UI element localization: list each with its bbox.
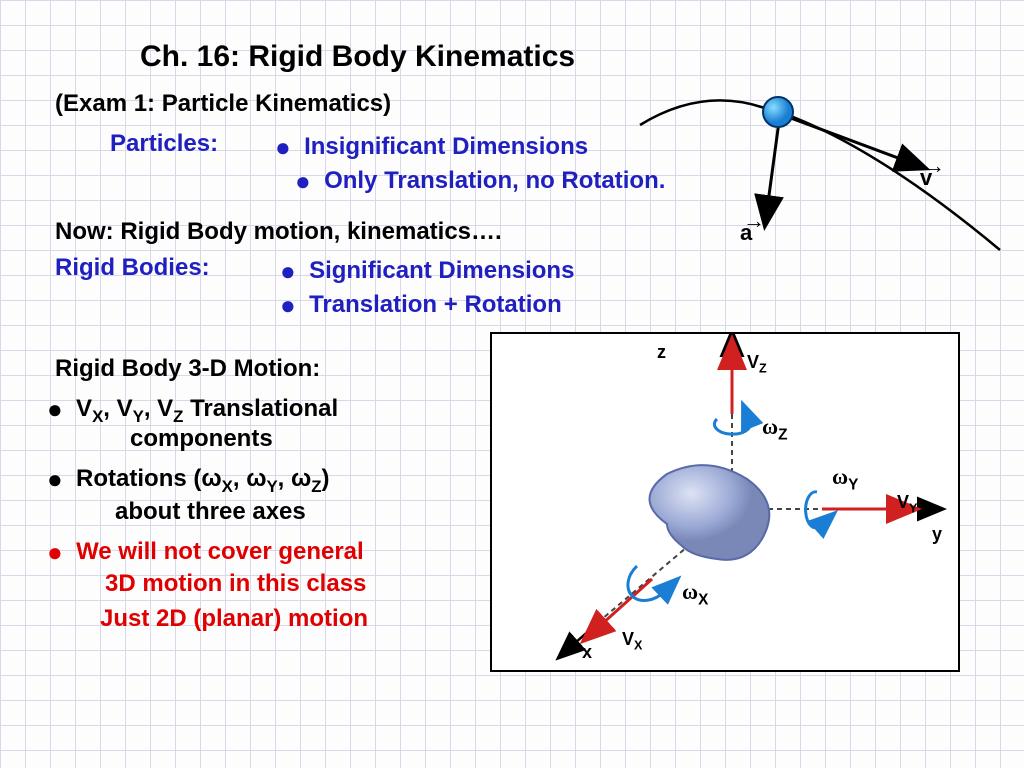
a-label: a→	[740, 220, 752, 246]
bullet-text: Significant Dimensions	[309, 257, 574, 284]
bullet-text: Only Translation, no Rotation.	[324, 167, 665, 194]
particle-svg	[630, 70, 1010, 260]
rigid-bullet-2: ● Translation + Rotation	[280, 288, 562, 319]
bullet-text: Translation + Rotation	[309, 291, 562, 318]
motion-bullet-1: ● VX, VY, VZ Translational	[47, 392, 338, 427]
v-label: v→	[920, 165, 932, 191]
particles-label: Particles:	[110, 130, 218, 158]
wy-label: ωY	[832, 464, 858, 494]
rigid-bullet-1: ● Significant Dimensions	[280, 254, 574, 285]
wz-label: ωZ	[762, 414, 788, 444]
particle-trajectory-diagram: v→ a→	[630, 70, 1010, 260]
vz-label: VZ	[747, 352, 767, 376]
vx-label: VX	[622, 629, 642, 653]
red-note-1: ● We will not cover general	[47, 535, 364, 566]
particles-bullet-2: ● Only Translation, no Rotation.	[295, 164, 665, 195]
y-axis-label: y	[932, 524, 942, 545]
bullet-text: We will not cover general	[76, 538, 364, 565]
motion-bullet-2: ● Rotations (ωX, ωY, ωZ)	[47, 462, 330, 497]
rigid-3d-label: Rigid Body 3-D Motion:	[55, 355, 320, 383]
bullet-text: Insignificant Dimensions	[304, 133, 588, 160]
axes-svg	[492, 334, 962, 674]
rigid-bodies-label: Rigid Bodies:	[55, 254, 210, 282]
motion-bullet-2-line2: about three axes	[115, 498, 306, 526]
exam-subtitle: (Exam 1: Particle Kinematics)	[55, 90, 391, 118]
vy-label: VY	[897, 492, 917, 516]
z-axis-label: z	[657, 342, 666, 363]
axes-3d-diagram: z y x VZ VY VX ωZ ωY ωX	[490, 332, 960, 672]
red-note-3: Just 2D (planar) motion	[100, 605, 368, 633]
red-note-2: 3D motion in this class	[105, 570, 366, 598]
wx-label: ωX	[682, 579, 708, 609]
motion-bullet-1-line2: components	[130, 425, 273, 453]
x-axis-label: x	[582, 642, 592, 663]
particles-bullet-1: ● Insignificant Dimensions	[275, 130, 588, 161]
chapter-title: Ch. 16: Rigid Body Kinematics	[140, 40, 575, 74]
now-line: Now: Rigid Body motion, kinematics….	[55, 218, 502, 246]
